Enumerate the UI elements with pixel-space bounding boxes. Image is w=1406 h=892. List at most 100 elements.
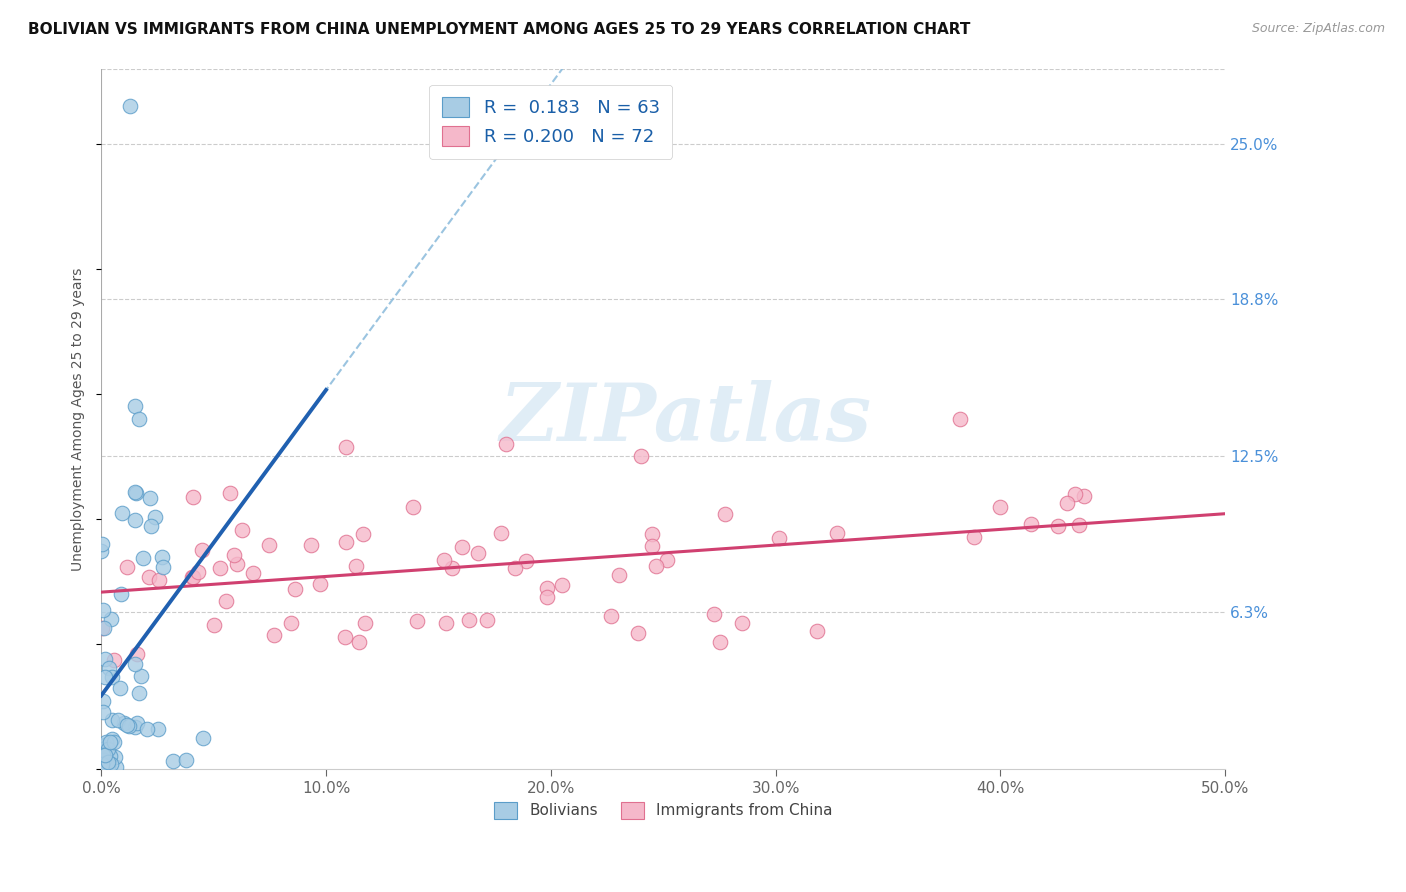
Point [218,486,240,500]
Point [143,509,166,524]
Point [139,519,162,533]
Point [640,526,662,541]
Point [100,713,122,727]
Point [551,578,574,592]
Point [1056,496,1078,510]
Point [98,735,121,749]
Point [97,741,120,756]
Point [1073,489,1095,503]
Point [148,722,170,736]
Point [607,567,630,582]
Point [263,628,285,642]
Point [434,616,457,631]
Point [335,440,357,454]
Point [124,719,146,733]
Point [90,537,112,551]
Point [806,624,828,639]
Point [825,526,848,541]
Point [103,734,125,748]
Point [105,760,128,774]
Point [108,681,131,695]
Point [333,630,356,644]
Point [93,706,115,720]
Point [91,621,114,635]
Point [627,625,650,640]
Point [97,759,120,773]
Point [124,513,146,527]
Point [457,613,479,627]
Point [96,734,118,748]
Point [202,618,225,632]
Point [181,570,204,584]
Point [97,755,120,769]
Point [990,500,1012,514]
Point [215,594,238,608]
Point [655,553,678,567]
Point [91,757,114,772]
Point [536,590,558,604]
Text: BOLIVIAN VS IMMIGRANTS FROM CHINA UNEMPLOYMENT AMONG AGES 25 TO 29 YEARS CORRELA: BOLIVIAN VS IMMIGRANTS FROM CHINA UNEMPL… [28,22,970,37]
Point [148,573,170,587]
Point [162,754,184,768]
Point [131,551,153,566]
Point [104,749,127,764]
Point [152,559,174,574]
Point [405,614,427,628]
Point [96,754,118,768]
Point [441,561,464,575]
Point [187,566,209,580]
Point [600,608,623,623]
Point [536,581,558,595]
Point [181,490,204,504]
Point [352,527,374,541]
Point [93,747,115,762]
Point [1067,517,1090,532]
Point [120,99,142,113]
Point [136,722,159,736]
Point [111,506,134,520]
Point [93,753,115,767]
Point [98,661,121,675]
Point [630,450,652,464]
Point [515,554,537,568]
Point [103,653,125,667]
Point [112,716,135,731]
Point [349,635,371,649]
Point [124,484,146,499]
Point [91,743,114,757]
Point [93,621,115,635]
Point [100,612,122,626]
Point [139,491,162,505]
Point [344,558,367,573]
Point [90,543,112,558]
Point [101,731,124,746]
Point [335,534,357,549]
Point [124,486,146,500]
Point [354,616,377,631]
Point [714,507,737,521]
Point [1019,517,1042,532]
Point [128,412,150,426]
Point [433,552,456,566]
Point [495,437,517,451]
Point [100,757,122,772]
Point [641,539,664,553]
Point [94,670,117,684]
Point [645,559,668,574]
Point [138,570,160,584]
Point [503,561,526,575]
Point [115,559,138,574]
Point [91,742,114,756]
Point [100,670,122,684]
Point [259,539,281,553]
Text: Source: ZipAtlas.com: Source: ZipAtlas.com [1251,22,1385,36]
Point [226,558,249,572]
Point [222,549,245,563]
Point [94,652,117,666]
Point [703,607,725,621]
Point [1064,487,1087,501]
Point [949,412,972,426]
Point [193,731,215,745]
Point [208,561,231,575]
Point [129,669,152,683]
